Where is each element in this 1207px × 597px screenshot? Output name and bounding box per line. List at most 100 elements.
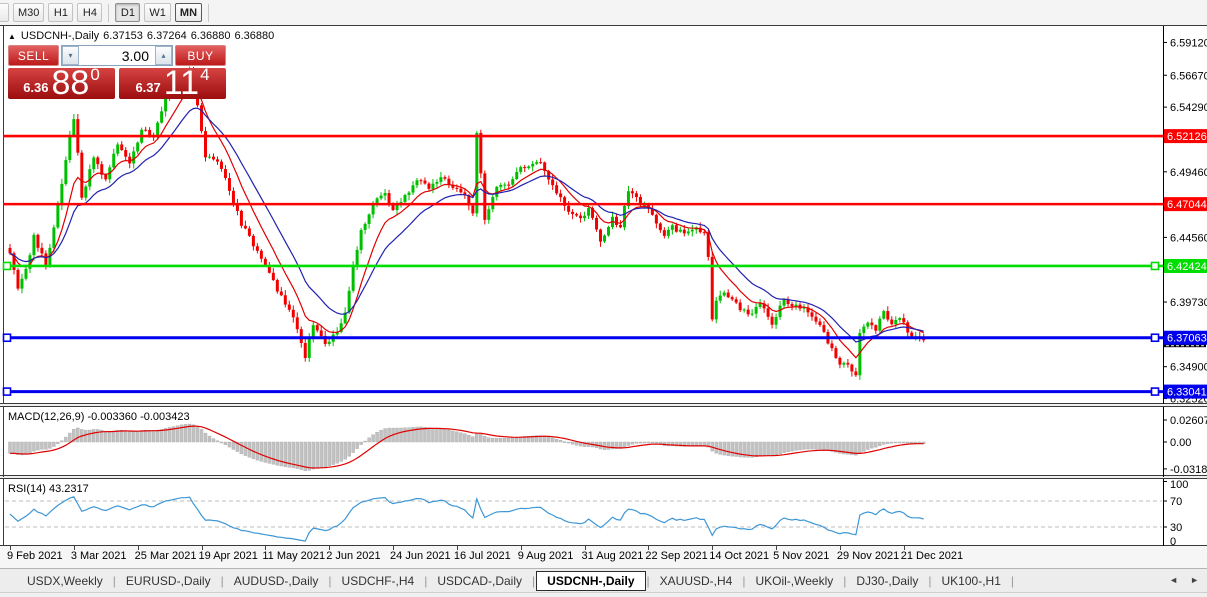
level-price-label: [1164, 129, 1207, 144]
line-handle-icon[interactable]: [1150, 261, 1160, 271]
date-tick-mark: [73, 546, 75, 550]
line-handle-icon[interactable]: [2, 387, 12, 396]
buy-price-big: 11: [163, 64, 200, 102]
buy-button[interactable]: BUY: [175, 45, 226, 66]
buy-price-button[interactable]: 6.37 11 4: [119, 64, 226, 102]
chart-title: ▲ USDCNH-,Daily 6.37153 6.37264 6.36880 6.368…: [8, 30, 278, 42]
date-label: 14 Oct 2021: [709, 550, 770, 562]
svg-text:6.32520: 6.32520: [1170, 394, 1207, 405]
sell-button[interactable]: SELL: [8, 45, 59, 66]
date-tick-mark: [137, 546, 139, 550]
svg-text:70: 70: [1170, 496, 1182, 508]
svg-text:6.37063: 6.37063: [1167, 333, 1207, 345]
svg-text:6.34900: 6.34900: [1170, 362, 1207, 374]
chart-tab-USDX[interactable]: USDX,Weekly: [27, 573, 103, 588]
timeframe-button-H1[interactable]: H1: [48, 3, 74, 22]
svg-text:6.52126: 6.52126: [1167, 131, 1207, 143]
chart-symbol-label: USDCNH-,Daily: [20, 30, 100, 42]
level-price-label: [1164, 330, 1207, 345]
date-tick-mark: [903, 546, 905, 550]
trade-panel-collapse-icon[interactable]: ▲: [8, 32, 16, 41]
volume-spinner: ▾ ▴: [61, 45, 173, 66]
date-tick-mark: [776, 546, 778, 550]
svg-text:100: 100: [1170, 479, 1188, 491]
svg-text:30: 30: [1170, 522, 1182, 534]
line-handle-icon[interactable]: [2, 261, 12, 271]
rsi-indicator-panel[interactable]: 100 70 30 0 RSI(14) 43.2317: [0, 478, 1207, 547]
svg-text:6.59120: 6.59120: [1170, 37, 1207, 49]
svg-text:6.33041: 6.33041: [1167, 387, 1207, 399]
ohlc-high: 6.37264: [146, 30, 187, 42]
date-tick-mark: [201, 546, 203, 550]
chart-tab-USDCHF[interactable]: USDCHF-,H4: [341, 573, 415, 588]
ohlc-open: 6.37153: [103, 30, 143, 42]
toolbar-separator: [108, 3, 110, 22]
date-label: 5 Nov 2021: [773, 550, 830, 562]
horizontal-level-lines: [2, 134, 1163, 396]
date-tick-mark: [520, 546, 522, 550]
chart-tab-USDCAD[interactable]: USDCAD-,Daily: [437, 573, 523, 588]
date-label: 22 Sep 2021: [645, 550, 708, 562]
tab-separator: |: [532, 573, 536, 588]
date-axis: 9 Feb 2021 3 Mar 2021 25 Mar 2021 19 Apr 20…: [0, 546, 1207, 568]
rsi-line: [9, 496, 924, 542]
buy-price-prefix: 6.37: [135, 80, 161, 95]
rsi-label: RSI(14) 43.2317: [8, 483, 89, 495]
line-handle-icon[interactable]: [2, 333, 12, 343]
tab-scroll-left-icon[interactable]: ◄: [1169, 575, 1179, 585]
chart-tab-XAUUSD[interactable]: XAUUSD-,H4: [659, 573, 733, 588]
timeframe-button-MN[interactable]: MN: [174, 3, 203, 22]
date-tick-mark: [712, 546, 714, 550]
macd-canvas: 0.02607 0.00 -0.031872 MACD(12,26,9) -0.003…: [3, 407, 1207, 477]
date-tick-mark: [329, 546, 331, 550]
macd-label: MACD(12,26,9) -0.003360 -0.003423: [8, 411, 190, 423]
svg-text:6.42424: 6.42424: [1167, 261, 1207, 273]
date-tick-mark: [839, 546, 841, 550]
timeframe-button-M30[interactable]: M30: [13, 3, 45, 22]
timeframe-button-H4[interactable]: H4: [77, 3, 103, 22]
volume-decrease-icon[interactable]: ▾: [62, 46, 79, 65]
volume-increase-icon[interactable]: ▴: [155, 46, 172, 65]
line-handle-icon[interactable]: [1150, 387, 1160, 396]
date-label: 25 Mar 2021: [134, 550, 197, 562]
date-label: 19 Apr 2021: [198, 550, 258, 562]
tab-separator: |: [843, 573, 847, 588]
date-label: 31 Aug 2021: [581, 550, 644, 562]
tab-scroll-right-icon[interactable]: ►: [1190, 575, 1199, 585]
buy-price-pip: 4: [200, 65, 210, 84]
chart-tab-USDCNH[interactable]: USDCNH-,Daily: [536, 570, 646, 591]
date-label: 21 Dec 2021: [900, 550, 964, 562]
sell-price-pip: 0: [90, 65, 100, 84]
ohlc-low: 6.36880: [190, 30, 231, 42]
timeframe-button-5[interactable]: 5: [0, 3, 9, 22]
tab-separator: |: [1010, 573, 1015, 588]
sell-price-button[interactable]: 6.36 88 0: [8, 65, 115, 100]
volume-input[interactable]: [79, 46, 155, 65]
svg-text:6.49460: 6.49460: [1170, 167, 1207, 179]
svg-text:6.54290: 6.54290: [1170, 102, 1207, 114]
svg-text:6.56670: 6.56670: [1170, 70, 1207, 82]
chart-tab-EURUSD[interactable]: EURUSD-,Daily: [125, 573, 211, 588]
svg-text:0.00: 0.00: [1170, 437, 1191, 449]
timeframe-button-D1[interactable]: D1: [115, 3, 141, 22]
chart-tab-UK100[interactable]: UK100-,H1: [941, 573, 1001, 588]
macd-axis: 0.02607 0.00 -0.031872: [1163, 415, 1207, 476]
toolbar-separator: [208, 3, 210, 22]
tab-separator: |: [424, 573, 428, 588]
price-axis: 6.59120 6.56670 6.54290 6.49460 6.44560 6.397…: [1163, 37, 1207, 405]
chart-tab-AUDUSD[interactable]: AUDUSD-,Daily: [233, 573, 319, 588]
candlesticks: [8, 66, 926, 380]
date-tick-mark: [648, 546, 650, 550]
macd-indicator-panel[interactable]: 0.02607 0.00 -0.031872 MACD(12,26,9) -0.003…: [0, 406, 1207, 477]
date-label: 9 Aug 2021: [517, 550, 574, 562]
moving-average-lines: [9, 88, 924, 359]
svg-text:6.39730: 6.39730: [1170, 297, 1207, 309]
timeframe-button-W1[interactable]: W1: [144, 3, 171, 22]
line-handle-icon[interactable]: [1150, 333, 1160, 343]
date-tick-mark: [584, 546, 586, 550]
level-price-label: [1164, 384, 1207, 399]
chart-tab-DJ30[interactable]: DJ30-,Daily: [856, 573, 919, 588]
chart-tab-UKOil[interactable]: UKOil-,Weekly: [755, 573, 834, 588]
